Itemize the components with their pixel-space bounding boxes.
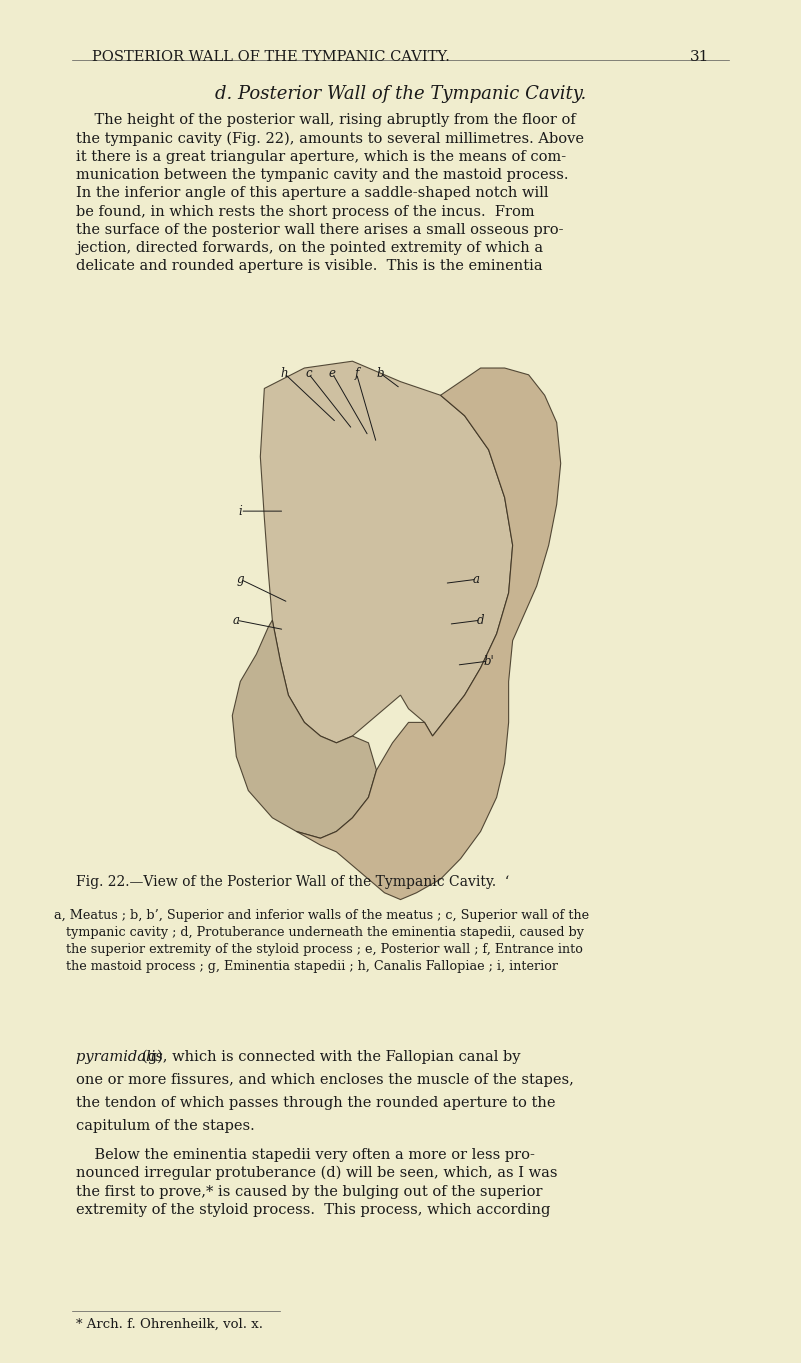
Text: g: g: [236, 572, 244, 586]
Text: Below the eminentia stapedii very often a more or less pro-
nounced irregular pr: Below the eminentia stapedii very often …: [76, 1148, 557, 1217]
Text: The height of the posterior wall, rising abruptly from the floor of
the tympanic: The height of the posterior wall, rising…: [76, 113, 584, 273]
Polygon shape: [232, 620, 376, 838]
Text: i: i: [239, 504, 242, 518]
Text: pyramidalis: pyramidalis: [76, 1050, 167, 1063]
Text: d: d: [477, 613, 485, 627]
Text: a: a: [233, 613, 239, 627]
Text: capitulum of the stapes.: capitulum of the stapes.: [76, 1119, 255, 1133]
Bar: [144, 388, 657, 866]
Text: POSTERIOR WALL OF THE TYMPANIC CAVITY.: POSTERIOR WALL OF THE TYMPANIC CAVITY.: [92, 50, 450, 64]
Text: a: a: [473, 572, 480, 586]
Text: e: e: [329, 367, 336, 380]
Polygon shape: [296, 368, 561, 900]
Polygon shape: [260, 361, 513, 743]
Text: the tendon of which passes through the rounded aperture to the: the tendon of which passes through the r…: [76, 1096, 556, 1109]
Text: f: f: [354, 367, 359, 380]
Text: Fig. 22.—View of the Posterior Wall of the Tympanic Cavity.  ‘: Fig. 22.—View of the Posterior Wall of t…: [76, 875, 509, 889]
Text: c: c: [305, 367, 312, 380]
Text: (g), which is connected with the Fallopian canal by: (g), which is connected with the Fallopi…: [142, 1050, 521, 1065]
Text: b': b': [483, 654, 494, 668]
Text: b: b: [376, 367, 384, 380]
Text: 31: 31: [690, 50, 709, 64]
Text: one or more fissures, and which encloses the muscle of the stapes,: one or more fissures, and which encloses…: [76, 1073, 574, 1086]
Text: d. Posterior Wall of the Tympanic Cavity.: d. Posterior Wall of the Tympanic Cavity…: [215, 85, 586, 102]
Text: h: h: [280, 367, 288, 380]
Text: a, Meatus ; b, b’, Superior and inferior walls of the meatus ; c, Superior wall : a, Meatus ; b, b’, Superior and inferior…: [54, 909, 589, 973]
Text: * Arch. f. Ohrenheilk, vol. x.: * Arch. f. Ohrenheilk, vol. x.: [76, 1318, 263, 1332]
